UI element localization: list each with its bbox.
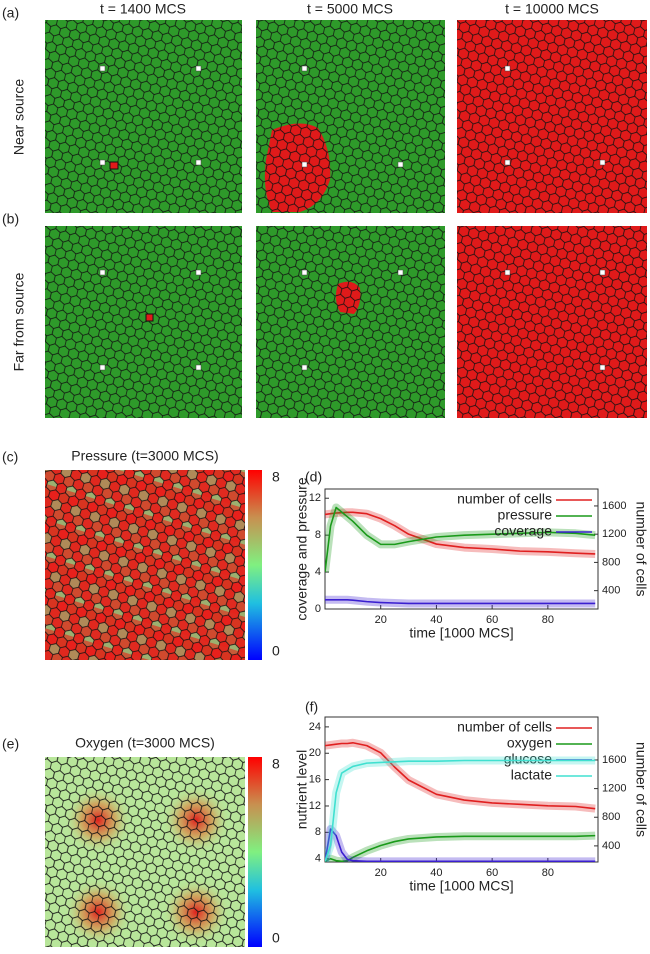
- sources: [99, 65, 606, 371]
- y2-tick-label: 1600: [602, 754, 626, 766]
- legend-label: oxygen: [507, 735, 552, 751]
- column-title: t = 10000 MCS: [505, 1, 599, 17]
- snapshot: [256, 226, 445, 418]
- x-axis-label: time [1000 MCS]: [409, 625, 513, 641]
- y2-tick-label: 400: [602, 585, 620, 597]
- column-title: t = 1400 MCS: [100, 1, 186, 17]
- y-tick-label: 20: [309, 747, 321, 759]
- x-tick-label: 20: [375, 867, 387, 879]
- plot-frame: [324, 488, 599, 610]
- row-title: Near source: [11, 79, 27, 155]
- y2-tick-label: 800: [602, 811, 620, 823]
- x-tick-label: 20: [375, 614, 387, 626]
- legend-label: coverage: [494, 523, 552, 539]
- snapshot: [457, 20, 647, 213]
- y-axis-label: nutrient level: [294, 750, 310, 829]
- snapshot: [45, 20, 242, 213]
- x-axis-label: time [1000 MCS]: [409, 878, 513, 894]
- y-tick-label: 16: [309, 774, 321, 786]
- colorbar-tick-label: 0: [272, 930, 280, 946]
- colorbar: [248, 470, 262, 660]
- cell-snapshots: [45, 20, 647, 418]
- snapshot: [45, 226, 242, 418]
- legend-label: number of cells: [457, 491, 552, 507]
- x-tick-label: 40: [430, 614, 442, 626]
- x-tick-label: 40: [430, 867, 442, 879]
- colorbar: [248, 757, 262, 947]
- map-title: Oxygen (t=3000 MCS): [75, 735, 215, 751]
- panel-label: (a): [2, 5, 19, 21]
- snapshot: [457, 226, 647, 418]
- y2-tick-label: 1600: [602, 500, 626, 512]
- y-tick-label: 8: [315, 826, 321, 838]
- series-line: [325, 828, 596, 862]
- panel-label: (c): [2, 449, 18, 465]
- y-tick-label: 12: [309, 492, 321, 504]
- colorbar-tick-label: 8: [272, 756, 280, 772]
- pressure-map: [45, 470, 245, 660]
- legend-label: pressure: [498, 507, 553, 523]
- tumor-blob: [335, 281, 361, 314]
- y-tick-label: 24: [309, 721, 321, 733]
- y2-tick-label: 1200: [602, 783, 626, 795]
- y-tick-label: 12: [309, 800, 321, 812]
- column-title: t = 5000 MCS: [307, 1, 393, 17]
- y2-axis-label: number of cells: [633, 742, 649, 837]
- x-tick-label: 80: [542, 867, 554, 879]
- tumor-cell: [145, 313, 154, 322]
- series-line: [325, 598, 596, 605]
- y2-axis-label: number of cells: [633, 502, 649, 597]
- x-tick-label: 60: [486, 867, 498, 879]
- y-axis-label: coverage and pressure: [294, 477, 310, 620]
- series-line: [325, 741, 596, 810]
- y2-tick-label: 400: [602, 840, 620, 852]
- series-line: [325, 834, 596, 862]
- tumor-cell: [109, 161, 119, 170]
- y2-tick-label: 1200: [602, 528, 626, 540]
- panel-label: (f): [305, 699, 318, 715]
- y-tick-label: 4: [315, 853, 321, 865]
- panel-label: (e): [2, 736, 19, 752]
- oxygen-map: [45, 757, 245, 947]
- panel-label: (b): [2, 211, 19, 227]
- legend-label: glucose: [504, 751, 552, 767]
- panel-label: (d): [305, 469, 322, 485]
- series-line: [325, 511, 596, 555]
- y-tick-label: 8: [315, 529, 321, 541]
- y2-tick-label: 800: [602, 556, 620, 568]
- map-title: Pressure (t=3000 MCS): [71, 448, 218, 464]
- y-tick-label: 4: [315, 566, 321, 578]
- series-line: [325, 506, 596, 573]
- x-tick-label: 60: [486, 614, 498, 626]
- colorbar-tick-label: 0: [272, 643, 280, 659]
- legend-label: lactate: [511, 767, 552, 783]
- x-tick-label: 80: [542, 614, 554, 626]
- series-line: [325, 759, 596, 862]
- legend-label: number of cells: [457, 719, 552, 735]
- series-band: [325, 756, 596, 862]
- tumor-blob: [264, 123, 331, 212]
- colorbar-tick-label: 8: [272, 469, 280, 485]
- y-tick-label: 0: [315, 603, 321, 615]
- row-title: Far from source: [11, 272, 27, 371]
